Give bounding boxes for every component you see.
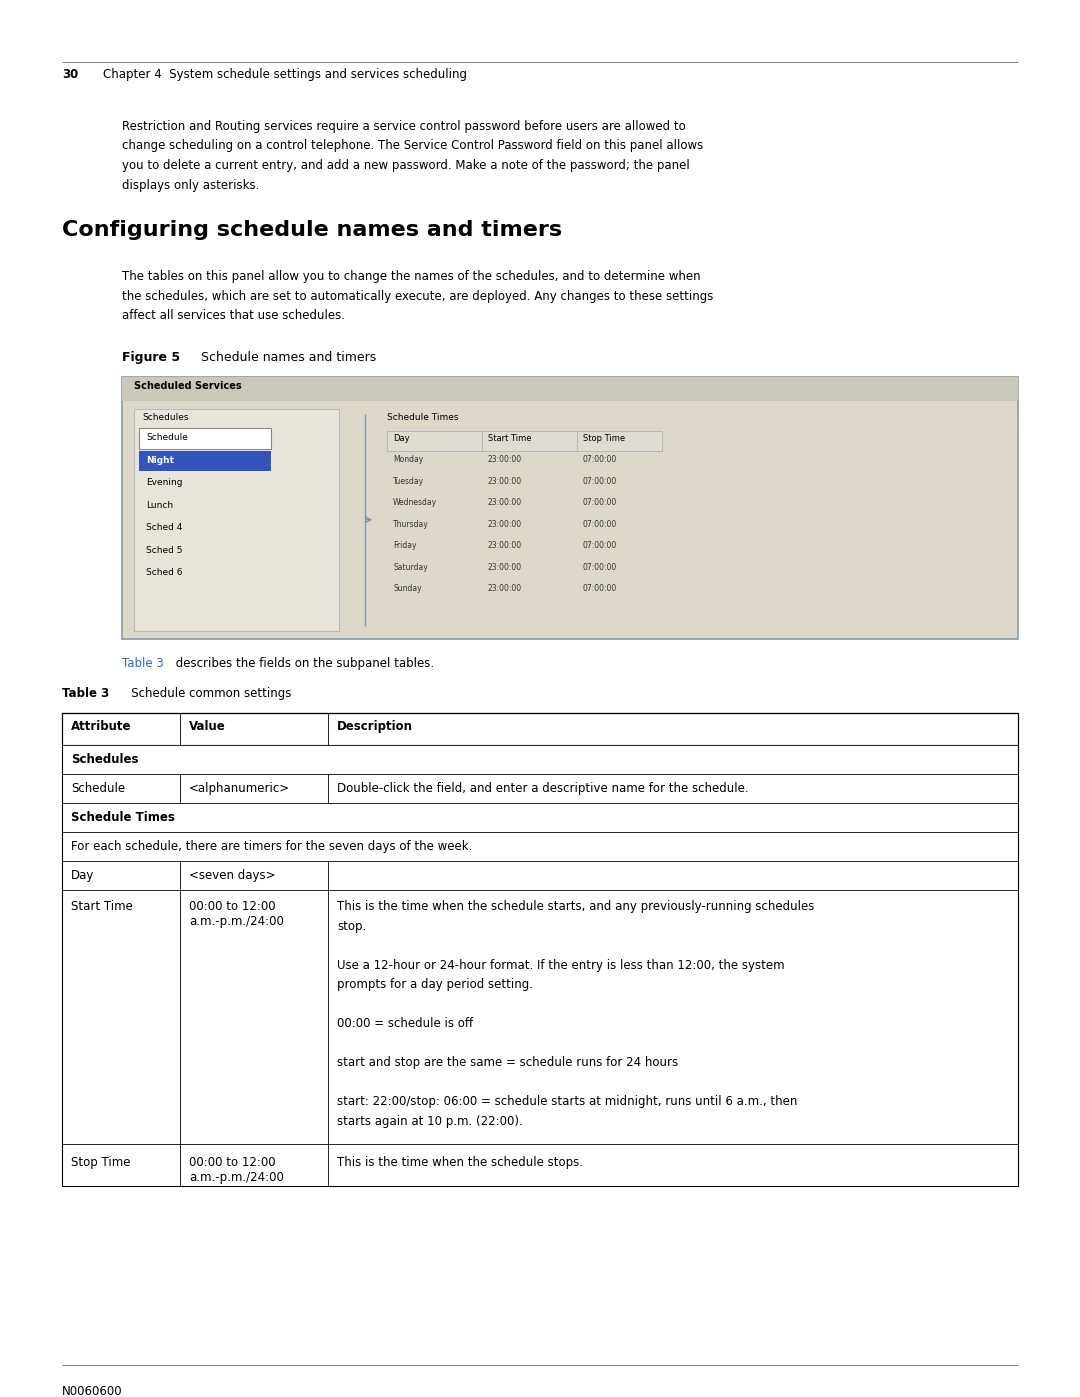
Text: 23:00:00: 23:00:00 (488, 476, 522, 486)
Text: 07:00:00: 07:00:00 (583, 497, 618, 507)
Bar (134, 409, 339, 630)
Text: Tuesday: Tuesday (393, 476, 424, 486)
Text: affect all services that use schedules.: affect all services that use schedules. (122, 309, 345, 321)
Text: 23:00:00: 23:00:00 (488, 541, 522, 550)
Text: stop.: stop. (337, 919, 366, 933)
Text: 23:00:00: 23:00:00 (488, 520, 522, 528)
Text: <alphanumeric>: <alphanumeric> (189, 781, 291, 795)
Text: Schedule: Schedule (146, 433, 188, 441)
Text: Lunch: Lunch (146, 500, 173, 510)
Text: 00:00 to 12:00
a.m.-p.m./24:00: 00:00 to 12:00 a.m.-p.m./24:00 (189, 900, 284, 928)
Text: This is the time when the schedule starts, and any previously-running schedules: This is the time when the schedule start… (337, 900, 814, 914)
Text: Schedule common settings: Schedule common settings (120, 686, 292, 700)
Text: Sunday: Sunday (393, 584, 421, 592)
Text: change scheduling on a control telephone. The Service Control Password field on : change scheduling on a control telephone… (122, 140, 703, 152)
Text: start and stop are the same = schedule runs for 24 hours: start and stop are the same = schedule r… (337, 1056, 678, 1069)
Text: you to delete a current entry, and add a new password. Make a note of the passwo: you to delete a current entry, and add a… (122, 159, 690, 172)
Text: Night: Night (146, 455, 174, 464)
Text: Sched 5: Sched 5 (146, 545, 183, 555)
Text: start: 22:00/stop: 06:00 = schedule starts at midnight, runs until 6 a.m., then: start: 22:00/stop: 06:00 = schedule star… (337, 1095, 797, 1108)
Text: Sched 4: Sched 4 (146, 522, 183, 532)
Bar (387, 432, 662, 451)
Text: 07:00:00: 07:00:00 (583, 563, 618, 571)
Text: Monday: Monday (393, 455, 423, 464)
Text: Day: Day (71, 869, 94, 882)
Bar (62, 712, 1018, 1186)
Text: Value: Value (189, 719, 226, 732)
Text: prompts for a day period setting.: prompts for a day period setting. (337, 978, 534, 990)
Text: 07:00:00: 07:00:00 (583, 541, 618, 550)
Text: Restriction and Routing services require a service control password before users: Restriction and Routing services require… (122, 120, 686, 133)
Text: Schedules: Schedules (141, 414, 189, 422)
Text: Use a 12-hour or 24-hour format. If the entry is less than 12:00, the system: Use a 12-hour or 24-hour format. If the … (337, 958, 785, 971)
Text: Chapter 4  System schedule settings and services scheduling: Chapter 4 System schedule settings and s… (87, 68, 467, 81)
Text: Saturday: Saturday (393, 563, 428, 571)
Bar (62, 745, 1018, 774)
Text: 00:00 to 12:00
a.m.-p.m./24:00: 00:00 to 12:00 a.m.-p.m./24:00 (189, 1155, 284, 1185)
Text: Stop Time: Stop Time (583, 434, 625, 443)
Text: Table 3: Table 3 (62, 686, 109, 700)
Text: 23:00:00: 23:00:00 (488, 497, 522, 507)
Text: describes the fields on the subpanel tables.: describes the fields on the subpanel tab… (172, 657, 434, 669)
Text: Wednesday: Wednesday (393, 497, 437, 507)
Text: 07:00:00: 07:00:00 (583, 476, 618, 486)
Bar (122, 377, 1018, 401)
Text: Schedules: Schedules (71, 753, 138, 766)
Text: Attribute: Attribute (71, 719, 132, 732)
Text: Day: Day (393, 434, 409, 443)
Text: <seven days>: <seven days> (189, 869, 275, 882)
Text: For each schedule, there are timers for the seven days of the week.: For each schedule, there are timers for … (71, 840, 472, 854)
Text: Schedule: Schedule (71, 781, 125, 795)
Bar (139, 427, 271, 448)
Text: 07:00:00: 07:00:00 (583, 520, 618, 528)
Bar (62, 712, 1018, 745)
Text: 30: 30 (62, 68, 78, 81)
Text: Start Time: Start Time (488, 434, 531, 443)
Text: Figure 5: Figure 5 (122, 351, 180, 363)
Text: 00:00 = schedule is off: 00:00 = schedule is off (337, 1017, 473, 1030)
Text: Schedule Times: Schedule Times (71, 812, 175, 824)
Text: 07:00:00: 07:00:00 (583, 584, 618, 592)
Text: The tables on this panel allow you to change the names of the schedules, and to : The tables on this panel allow you to ch… (122, 270, 701, 284)
Text: 07:00:00: 07:00:00 (583, 455, 618, 464)
Text: 23:00:00: 23:00:00 (488, 563, 522, 571)
Text: Double-click the field, and enter a descriptive name for the schedule.: Double-click the field, and enter a desc… (337, 781, 748, 795)
Bar (139, 450, 271, 471)
Text: Scheduled Services: Scheduled Services (134, 381, 242, 391)
Text: Schedule names and timers: Schedule names and timers (189, 351, 376, 363)
Text: 23:00:00: 23:00:00 (488, 584, 522, 592)
Text: Schedule Times: Schedule Times (387, 414, 459, 422)
Text: Friday: Friday (393, 541, 417, 550)
Text: Start Time: Start Time (71, 900, 133, 914)
Text: the schedules, which are set to automatically execute, are deployed. Any changes: the schedules, which are set to automati… (122, 289, 714, 303)
Bar (122, 377, 1018, 638)
Text: N0060600: N0060600 (62, 1384, 123, 1397)
Text: Stop Time: Stop Time (71, 1155, 131, 1169)
Text: Evening: Evening (146, 478, 183, 488)
Text: Table 3: Table 3 (122, 657, 164, 669)
Text: Thursday: Thursday (393, 520, 429, 528)
Text: Sched 6: Sched 6 (146, 569, 183, 577)
Text: This is the time when the schedule stops.: This is the time when the schedule stops… (337, 1155, 583, 1169)
Text: displays only asterisks.: displays only asterisks. (122, 179, 259, 191)
Text: starts again at 10 p.m. (22:00).: starts again at 10 p.m. (22:00). (337, 1115, 523, 1127)
Text: 23:00:00: 23:00:00 (488, 455, 522, 464)
Text: Description: Description (337, 719, 413, 732)
Text: Configuring schedule names and timers: Configuring schedule names and timers (62, 219, 562, 240)
